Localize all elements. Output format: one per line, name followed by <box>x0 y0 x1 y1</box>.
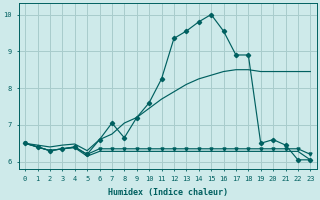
X-axis label: Humidex (Indice chaleur): Humidex (Indice chaleur) <box>108 188 228 197</box>
